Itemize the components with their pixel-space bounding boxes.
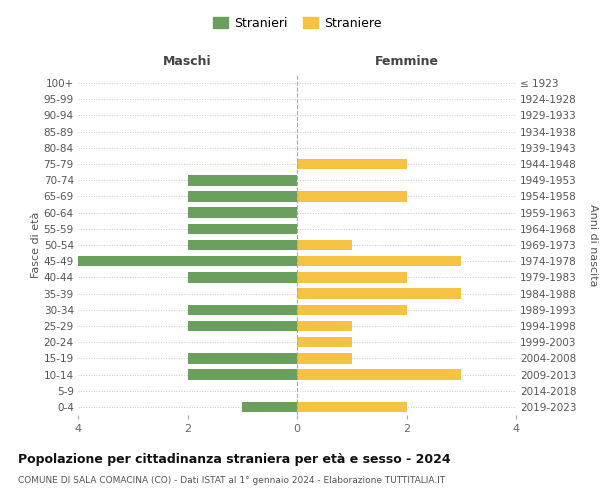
Bar (187, 353, 297, 364)
Bar (187, 208, 297, 218)
Bar (297, 320, 352, 331)
Bar (297, 256, 461, 266)
Bar (187, 224, 297, 234)
Text: Popolazione per cittadinanza straniera per età e sesso - 2024: Popolazione per cittadinanza straniera p… (18, 452, 451, 466)
Bar (187, 240, 297, 250)
Y-axis label: Anni di nascita: Anni di nascita (588, 204, 598, 286)
Bar (187, 175, 297, 186)
Bar (187, 370, 297, 380)
Bar (187, 191, 297, 202)
Bar (297, 288, 461, 299)
Bar (187, 304, 297, 315)
Bar (187, 272, 297, 282)
Bar (297, 370, 461, 380)
Bar (297, 337, 352, 347)
Bar (78, 256, 297, 266)
Bar (297, 191, 407, 202)
Bar (297, 272, 407, 282)
Text: Femmine: Femmine (374, 54, 439, 68)
Bar (242, 402, 297, 412)
Bar (297, 402, 407, 412)
Legend: Stranieri, Straniere: Stranieri, Straniere (209, 13, 385, 34)
Y-axis label: Fasce di età: Fasce di età (31, 212, 41, 278)
Bar (297, 304, 407, 315)
Bar (187, 320, 297, 331)
Bar (297, 353, 352, 364)
Text: COMUNE DI SALA COMACINA (CO) - Dati ISTAT al 1° gennaio 2024 - Elaborazione TUTT: COMUNE DI SALA COMACINA (CO) - Dati ISTA… (18, 476, 445, 485)
Bar (297, 240, 352, 250)
Bar (297, 159, 407, 170)
Text: Maschi: Maschi (163, 54, 212, 68)
